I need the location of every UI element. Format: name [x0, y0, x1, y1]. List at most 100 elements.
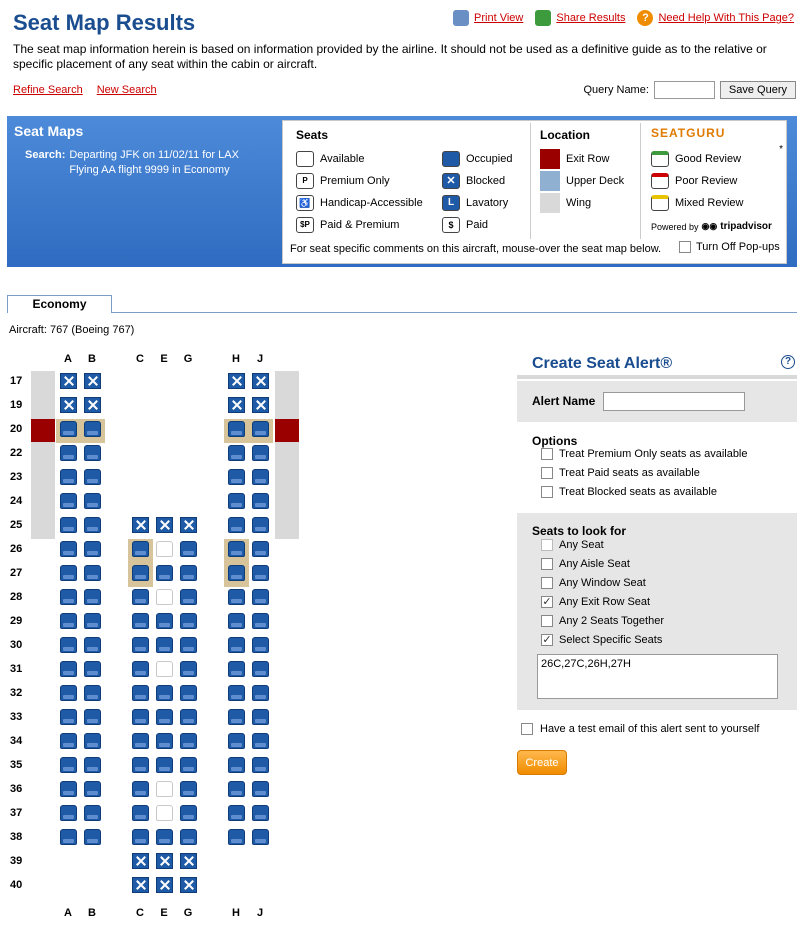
- seat-32H[interactable]: [228, 685, 245, 701]
- seat-31C[interactable]: [132, 661, 149, 677]
- seat-20J[interactable]: [252, 421, 269, 437]
- seat-37B[interactable]: [84, 805, 101, 821]
- seat-26B[interactable]: [84, 541, 101, 557]
- seat-30J[interactable]: [252, 637, 269, 653]
- seat-38H[interactable]: [228, 829, 245, 845]
- seat-27B[interactable]: [84, 565, 101, 581]
- seat-37C[interactable]: [132, 805, 149, 821]
- seat-28H[interactable]: [228, 589, 245, 605]
- seat-35J[interactable]: [252, 757, 269, 773]
- seat-38E[interactable]: [156, 829, 173, 845]
- seat-36H[interactable]: [228, 781, 245, 797]
- option-paid-checkbox[interactable]: [541, 467, 553, 479]
- seat-26H[interactable]: [228, 541, 245, 557]
- seat-19B[interactable]: [84, 397, 101, 413]
- exit-row-checkbox[interactable]: ✓: [541, 596, 553, 608]
- seat-19H[interactable]: [228, 397, 245, 413]
- seat-32C[interactable]: [132, 685, 149, 701]
- seat-28J[interactable]: [252, 589, 269, 605]
- seat-38B[interactable]: [84, 829, 101, 845]
- seat-34A[interactable]: [60, 733, 77, 749]
- seat-28G[interactable]: [180, 589, 197, 605]
- new-search-link[interactable]: New Search: [96, 84, 157, 96]
- test-email-checkbox[interactable]: [521, 723, 533, 735]
- seat-30B[interactable]: [84, 637, 101, 653]
- seat-38G[interactable]: [180, 829, 197, 845]
- turn-off-popups-checkbox[interactable]: [679, 241, 691, 253]
- window-checkbox[interactable]: [541, 577, 553, 589]
- seat-33B[interactable]: [84, 709, 101, 725]
- seat-37A[interactable]: [60, 805, 77, 821]
- turn-off-popups[interactable]: Turn Off Pop-ups: [679, 241, 780, 253]
- seat-25B[interactable]: [84, 517, 101, 533]
- seat-35H[interactable]: [228, 757, 245, 773]
- seat-31B[interactable]: [84, 661, 101, 677]
- aisle-checkbox[interactable]: [541, 558, 553, 570]
- seat-29C[interactable]: [132, 613, 149, 629]
- option-premium[interactable]: Treat Premium Only seats as available: [541, 448, 748, 460]
- seat-27E[interactable]: [156, 565, 173, 581]
- seat-36C[interactable]: [132, 781, 149, 797]
- print-view-link[interactable]: Print View: [453, 10, 523, 26]
- seat-26C[interactable]: [132, 541, 149, 557]
- seat-25C[interactable]: [132, 517, 149, 533]
- seat-35C[interactable]: [132, 757, 149, 773]
- seat-28E[interactable]: [156, 589, 173, 605]
- seat-33A[interactable]: [60, 709, 77, 725]
- seat-35B[interactable]: [84, 757, 101, 773]
- seat-32G[interactable]: [180, 685, 197, 701]
- seat-30G[interactable]: [180, 637, 197, 653]
- specific-seats-checkbox[interactable]: ✓: [541, 634, 553, 646]
- seat-25A[interactable]: [60, 517, 77, 533]
- seat-26A[interactable]: [60, 541, 77, 557]
- alert-help-icon[interactable]: ?: [781, 355, 795, 369]
- seat-19J[interactable]: [252, 397, 269, 413]
- seat-20A[interactable]: [60, 421, 77, 437]
- look-aisle[interactable]: Any Aisle Seat: [541, 558, 630, 570]
- seat-28C[interactable]: [132, 589, 149, 605]
- seat-32E[interactable]: [156, 685, 173, 701]
- look-window[interactable]: Any Window Seat: [541, 577, 646, 589]
- seat-22A[interactable]: [60, 445, 77, 461]
- alert-name-input[interactable]: [603, 392, 745, 411]
- seat-17A[interactable]: [60, 373, 77, 389]
- seat-29H[interactable]: [228, 613, 245, 629]
- seat-17J[interactable]: [252, 373, 269, 389]
- seat-35A[interactable]: [60, 757, 77, 773]
- seat-31G[interactable]: [180, 661, 197, 677]
- seat-22B[interactable]: [84, 445, 101, 461]
- seat-27J[interactable]: [252, 565, 269, 581]
- test-email-option[interactable]: Have a test email of this alert sent to …: [521, 723, 760, 735]
- seat-27H[interactable]: [228, 565, 245, 581]
- seat-33G[interactable]: [180, 709, 197, 725]
- refine-search-link[interactable]: Refine Search: [13, 84, 83, 96]
- query-name-input[interactable]: [653, 81, 715, 99]
- seat-33J[interactable]: [252, 709, 269, 725]
- seat-40E[interactable]: [156, 877, 173, 893]
- seat-17H[interactable]: [228, 373, 245, 389]
- seat-36A[interactable]: [60, 781, 77, 797]
- seat-26J[interactable]: [252, 541, 269, 557]
- look-any-seat[interactable]: Any Seat: [541, 539, 604, 551]
- seat-23B[interactable]: [84, 469, 101, 485]
- seat-26E[interactable]: [156, 541, 173, 557]
- seat-25E[interactable]: [156, 517, 173, 533]
- seat-37G[interactable]: [180, 805, 197, 821]
- help-link[interactable]: ? Need Help With This Page?: [637, 10, 794, 26]
- seat-27C[interactable]: [132, 565, 149, 581]
- seat-22H[interactable]: [228, 445, 245, 461]
- seat-34E[interactable]: [156, 733, 173, 749]
- seat-23H[interactable]: [228, 469, 245, 485]
- share-results-link[interactable]: Share Results: [535, 10, 625, 26]
- seat-34G[interactable]: [180, 733, 197, 749]
- seat-29E[interactable]: [156, 613, 173, 629]
- seat-22J[interactable]: [252, 445, 269, 461]
- seat-25H[interactable]: [228, 517, 245, 533]
- seat-40C[interactable]: [132, 877, 149, 893]
- option-blocked[interactable]: Treat Blocked seats as available: [541, 486, 717, 498]
- seat-30A[interactable]: [60, 637, 77, 653]
- seat-26G[interactable]: [180, 541, 197, 557]
- seat-40G[interactable]: [180, 877, 197, 893]
- seat-27G[interactable]: [180, 565, 197, 581]
- seat-36G[interactable]: [180, 781, 197, 797]
